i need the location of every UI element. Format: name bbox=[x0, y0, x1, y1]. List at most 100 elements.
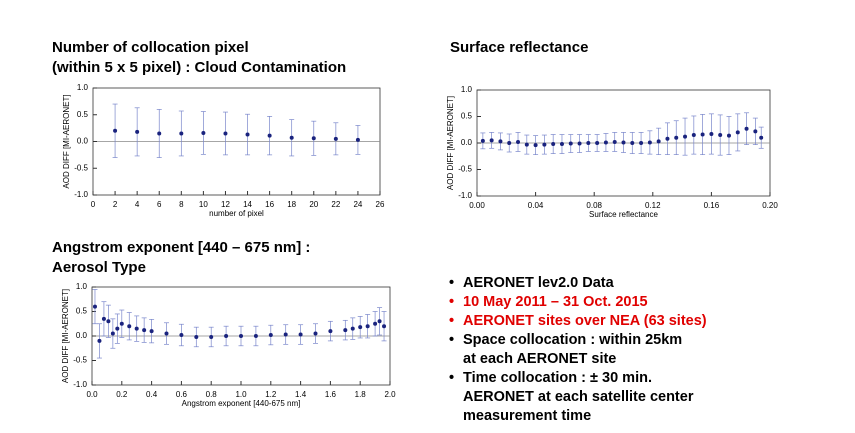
data-point bbox=[343, 328, 348, 333]
x-tick-label: 1.2 bbox=[265, 390, 277, 399]
x-tick-label: 16 bbox=[265, 200, 274, 209]
data-point bbox=[313, 331, 318, 336]
y-axis-label: AOD DIFF [MI-AERONET] bbox=[61, 289, 70, 383]
data-point bbox=[586, 141, 591, 145]
data-point bbox=[283, 332, 288, 337]
x-tick-label: 0 bbox=[91, 200, 96, 209]
data-point bbox=[524, 142, 529, 147]
x-tick-label: 0.04 bbox=[528, 201, 544, 210]
data-point bbox=[179, 131, 184, 136]
x-tick-label: 14 bbox=[243, 200, 252, 209]
x-tick-label: 0.12 bbox=[645, 201, 661, 210]
chart-title: Number of collocation pixel bbox=[52, 39, 249, 56]
data-point bbox=[665, 136, 670, 141]
y-tick-label: 0.5 bbox=[76, 307, 88, 316]
data-point bbox=[373, 321, 378, 326]
data-point bbox=[735, 130, 740, 135]
data-point bbox=[612, 139, 617, 144]
data-point bbox=[355, 137, 360, 142]
bullet-mark: • bbox=[449, 332, 454, 348]
data-point bbox=[533, 143, 538, 148]
data-point bbox=[630, 141, 635, 145]
data-point bbox=[377, 319, 382, 324]
data-point bbox=[542, 142, 547, 147]
y-tick-label: 0.5 bbox=[461, 112, 473, 121]
data-point bbox=[489, 138, 494, 143]
data-point bbox=[245, 132, 250, 137]
x-tick-label: 1.6 bbox=[325, 390, 337, 399]
x-tick-label: 2.0 bbox=[384, 390, 396, 399]
y-tick-label: 0.5 bbox=[77, 110, 89, 119]
data-point bbox=[142, 328, 147, 333]
data-point bbox=[516, 139, 521, 144]
data-point bbox=[700, 132, 705, 137]
data-point bbox=[223, 131, 228, 136]
data-point bbox=[134, 326, 139, 331]
data-point bbox=[674, 135, 679, 140]
y-tick-label: 0.0 bbox=[76, 331, 88, 340]
chart-title: (within 5 x 5 pixel) : Cloud Contaminati… bbox=[52, 59, 346, 76]
data-point bbox=[149, 329, 154, 334]
data-point bbox=[551, 142, 556, 147]
data-point bbox=[135, 129, 140, 134]
x-tick-label: 24 bbox=[353, 200, 362, 209]
y-axis-label: AOD DIFF [MI-AERONET] bbox=[446, 96, 455, 190]
bullet-text: Space collocation : within 25km bbox=[463, 332, 682, 348]
data-point bbox=[92, 304, 97, 309]
bullet-mark: • bbox=[449, 294, 454, 310]
data-point bbox=[691, 133, 696, 138]
data-point bbox=[621, 140, 626, 145]
x-tick-label: 0.4 bbox=[146, 390, 158, 399]
bullet-text: AERONET sites over NEA (63 sites) bbox=[463, 313, 707, 329]
bullet-text: Time collocation : ± 30 min. bbox=[463, 370, 652, 386]
x-axis-label: Surface reflectance bbox=[589, 210, 658, 219]
data-point bbox=[365, 324, 370, 329]
data-point bbox=[224, 334, 229, 338]
x-tick-label: 26 bbox=[376, 200, 385, 209]
data-point bbox=[179, 333, 184, 338]
chart-title: Aerosol Type bbox=[52, 259, 146, 276]
bullet-text: AERONET at each satellite center bbox=[463, 389, 694, 405]
x-tick-label: 10 bbox=[199, 200, 208, 209]
data-point bbox=[656, 139, 661, 144]
data-point bbox=[106, 319, 111, 324]
data-point bbox=[507, 141, 512, 145]
y-tick-label: 1.0 bbox=[76, 282, 88, 291]
bullet-text: AERONET lev2.0 Data bbox=[463, 275, 615, 291]
data-point bbox=[97, 338, 102, 343]
data-point bbox=[358, 325, 363, 330]
data-point bbox=[639, 141, 644, 145]
y-tick-label: -1.0 bbox=[73, 380, 87, 389]
chart-title: Surface reflectance bbox=[450, 39, 588, 56]
x-tick-label: 0.00 bbox=[469, 201, 485, 210]
y-tick-label: 0.0 bbox=[461, 138, 473, 147]
y-tick-label: -0.5 bbox=[458, 165, 472, 174]
data-point bbox=[298, 332, 303, 337]
x-tick-label: 18 bbox=[287, 200, 296, 209]
data-point bbox=[268, 333, 273, 338]
data-point bbox=[267, 133, 272, 138]
data-point bbox=[759, 135, 764, 140]
x-tick-label: 6 bbox=[157, 200, 162, 209]
data-point bbox=[744, 126, 749, 131]
data-point bbox=[726, 133, 731, 138]
data-point bbox=[559, 142, 564, 147]
data-point bbox=[110, 331, 115, 336]
data-point bbox=[382, 324, 387, 329]
y-tick-label: -1.0 bbox=[74, 190, 88, 199]
x-tick-label: 1.0 bbox=[235, 390, 247, 399]
data-point bbox=[480, 138, 485, 143]
x-tick-label: 12 bbox=[221, 200, 230, 209]
data-point bbox=[157, 131, 162, 136]
x-axis-label: number of pixel bbox=[209, 209, 264, 218]
data-point bbox=[595, 141, 600, 145]
data-point bbox=[709, 131, 714, 136]
data-point bbox=[209, 334, 214, 339]
data-point bbox=[333, 136, 338, 141]
x-tick-label: 0.20 bbox=[762, 201, 778, 210]
data-point bbox=[603, 140, 608, 145]
data-point bbox=[127, 324, 132, 329]
x-tick-label: 0.2 bbox=[116, 390, 128, 399]
x-tick-label: 0.08 bbox=[586, 201, 602, 210]
